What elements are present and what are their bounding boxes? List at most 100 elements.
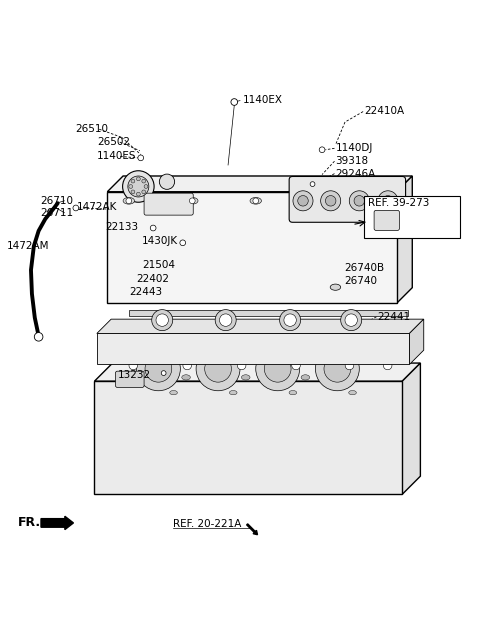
- Circle shape: [219, 314, 232, 326]
- Text: 1140ES: 1140ES: [97, 152, 136, 162]
- Circle shape: [264, 356, 291, 382]
- Circle shape: [324, 356, 351, 382]
- Circle shape: [384, 361, 392, 370]
- Circle shape: [349, 191, 369, 211]
- FancyBboxPatch shape: [289, 177, 406, 222]
- Circle shape: [298, 195, 308, 206]
- Ellipse shape: [250, 197, 262, 204]
- Text: 22443: 22443: [129, 287, 162, 297]
- Ellipse shape: [123, 197, 134, 204]
- Text: 26710: 26710: [40, 196, 73, 206]
- Ellipse shape: [393, 197, 405, 204]
- Circle shape: [293, 191, 313, 211]
- Polygon shape: [95, 363, 420, 381]
- Circle shape: [354, 195, 364, 206]
- Polygon shape: [97, 319, 424, 333]
- Circle shape: [284, 314, 296, 326]
- Circle shape: [161, 371, 166, 376]
- Text: 22410A: 22410A: [364, 105, 404, 115]
- Circle shape: [150, 225, 156, 231]
- FancyArrow shape: [41, 516, 73, 530]
- Circle shape: [231, 99, 238, 105]
- Ellipse shape: [301, 375, 310, 380]
- FancyBboxPatch shape: [374, 210, 399, 230]
- Circle shape: [315, 347, 360, 391]
- Circle shape: [131, 179, 135, 183]
- Text: 1472AK: 1472AK: [77, 202, 117, 212]
- Polygon shape: [396, 176, 412, 303]
- Text: 1472AM: 1472AM: [7, 241, 49, 251]
- Polygon shape: [129, 310, 408, 316]
- Ellipse shape: [241, 375, 250, 380]
- Circle shape: [73, 205, 79, 211]
- Circle shape: [237, 361, 246, 370]
- Circle shape: [256, 347, 300, 391]
- Circle shape: [321, 191, 341, 211]
- Circle shape: [142, 179, 145, 183]
- Circle shape: [253, 198, 259, 203]
- Circle shape: [319, 147, 325, 153]
- Text: 22441: 22441: [377, 312, 410, 322]
- Circle shape: [136, 347, 180, 391]
- Circle shape: [142, 190, 145, 194]
- Ellipse shape: [187, 197, 198, 204]
- Text: 1140DJ: 1140DJ: [336, 144, 373, 154]
- Circle shape: [159, 174, 175, 189]
- Text: 21504: 21504: [142, 260, 175, 270]
- Circle shape: [345, 314, 358, 326]
- Text: 29246A: 29246A: [336, 168, 376, 178]
- Circle shape: [190, 198, 195, 203]
- Circle shape: [325, 195, 336, 206]
- Text: 1140EX: 1140EX: [242, 95, 282, 105]
- Text: REF. 20-221A: REF. 20-221A: [173, 519, 241, 529]
- Polygon shape: [402, 363, 420, 494]
- Circle shape: [136, 192, 140, 196]
- Text: 26740: 26740: [344, 276, 377, 286]
- Circle shape: [129, 361, 138, 370]
- Circle shape: [136, 177, 140, 181]
- Text: REF. 39-273: REF. 39-273: [368, 198, 429, 208]
- Circle shape: [396, 198, 402, 203]
- FancyArrow shape: [247, 524, 257, 535]
- Circle shape: [126, 198, 132, 203]
- Ellipse shape: [182, 375, 191, 380]
- Circle shape: [144, 185, 148, 188]
- Circle shape: [183, 361, 192, 370]
- Polygon shape: [97, 333, 409, 364]
- Text: 26711: 26711: [40, 208, 73, 218]
- FancyBboxPatch shape: [364, 196, 459, 238]
- Circle shape: [310, 182, 315, 187]
- Circle shape: [345, 361, 354, 370]
- Ellipse shape: [348, 391, 356, 395]
- Text: 26510: 26510: [75, 124, 108, 134]
- Circle shape: [122, 171, 154, 202]
- Circle shape: [129, 185, 132, 188]
- Circle shape: [152, 310, 173, 331]
- Text: 1430JK: 1430JK: [142, 236, 178, 246]
- Ellipse shape: [289, 391, 297, 395]
- Circle shape: [341, 310, 362, 331]
- Polygon shape: [95, 381, 402, 494]
- Text: 22402: 22402: [136, 273, 169, 283]
- Circle shape: [131, 190, 135, 194]
- Text: 39318: 39318: [336, 156, 369, 166]
- Ellipse shape: [170, 391, 178, 395]
- Circle shape: [180, 240, 186, 246]
- Circle shape: [128, 176, 149, 197]
- Circle shape: [145, 356, 172, 382]
- Ellipse shape: [330, 284, 341, 290]
- Circle shape: [156, 314, 168, 326]
- Circle shape: [215, 310, 236, 331]
- Polygon shape: [409, 319, 424, 364]
- Ellipse shape: [229, 391, 237, 395]
- Text: FR.: FR.: [18, 517, 41, 529]
- Polygon shape: [108, 176, 412, 192]
- Text: 26740B: 26740B: [344, 263, 384, 273]
- FancyBboxPatch shape: [144, 193, 193, 215]
- Text: 26502: 26502: [97, 137, 130, 147]
- Circle shape: [378, 191, 398, 211]
- Circle shape: [292, 361, 300, 370]
- Circle shape: [280, 310, 300, 331]
- Text: 22133: 22133: [106, 222, 139, 232]
- Circle shape: [34, 333, 43, 341]
